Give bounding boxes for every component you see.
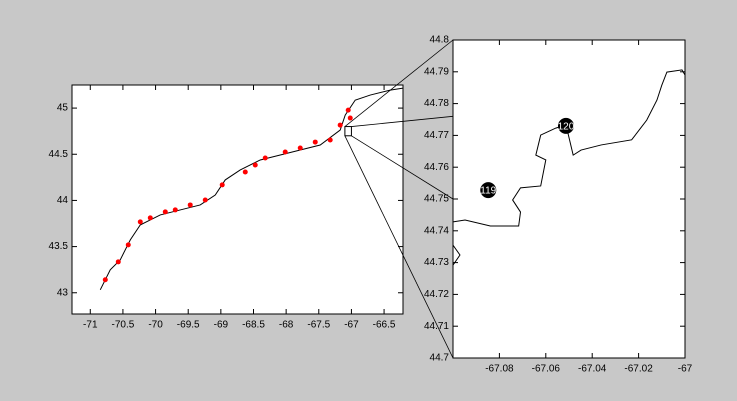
x-tick-label: -71 [83,320,98,331]
y-tick-label: 45 [57,103,69,114]
data-point [147,215,153,221]
zoom-box [344,126,352,137]
coastline [99,87,403,291]
zoom-connector [351,115,454,127]
zoom-connector [344,39,454,127]
station-label: 119 [480,186,496,197]
x-tick-label: -67.02 [624,364,653,375]
data-point [219,182,225,188]
data-point [252,162,258,168]
y-tick-label: 44.5 [49,149,69,160]
x-tick-label: -68 [279,320,294,331]
zoom-connector [351,135,454,200]
y-tick-label: 44.75 [424,194,449,205]
x-tick-label: -67.5 [307,320,330,331]
y-tick-label: 43.5 [49,241,69,252]
y-tick-label: 44.73 [424,257,449,268]
plot-area [99,87,403,291]
x-tick-label: -67.04 [578,364,607,375]
y-tick-label: 44.71 [424,321,449,332]
x-tick-label: -66.5 [373,320,396,331]
y-tick-label: 44.79 [424,66,449,77]
data-point [172,207,178,213]
data-point [202,197,208,203]
data-point [327,137,333,143]
y-tick-label: 44.8 [430,35,450,46]
x-tick-label: -69 [214,320,229,331]
y-tick-label: 44.72 [424,289,449,300]
y-tick-label: 43 [57,287,69,298]
data-point [125,242,131,248]
x-tick-label: -70.5 [112,320,135,331]
y-tick-label: 44.78 [424,98,449,109]
y-tick-label: 44.76 [424,162,449,173]
x-tick-label: -68.5 [242,320,265,331]
x-tick-label: -67 [678,364,693,375]
data-point [115,259,121,265]
data-point [242,169,248,175]
data-point [102,277,108,283]
y-tick-label: 44 [57,195,69,206]
axes-background [72,85,403,314]
station-marker [480,182,497,199]
data-point [282,149,288,155]
x-tick-label: -67.06 [532,364,561,375]
data-point [137,219,143,225]
x-tick-label: -67.08 [485,364,514,375]
station-marker [557,117,574,134]
axes-background [453,40,685,358]
x-tick-label: -70 [148,320,163,331]
axes-box [71,84,404,315]
data-point [262,155,268,161]
data-point [162,209,168,215]
data-point [337,122,343,128]
data-point [187,202,193,208]
y-tick-label: 44.77 [424,130,449,141]
plot-area: 119 120 [453,69,685,266]
data-point [345,107,351,113]
zoom-connector [344,135,454,359]
coastline [453,69,685,266]
y-tick-label: 44.7 [430,353,450,364]
data-point [297,145,303,151]
x-tick-label: -69.5 [177,320,200,331]
y-tick-label: 44.74 [424,225,449,236]
x-tick-label: -67 [344,320,359,331]
station-label: 120 [558,122,575,133]
data-point [312,139,318,145]
data-point [347,115,353,121]
